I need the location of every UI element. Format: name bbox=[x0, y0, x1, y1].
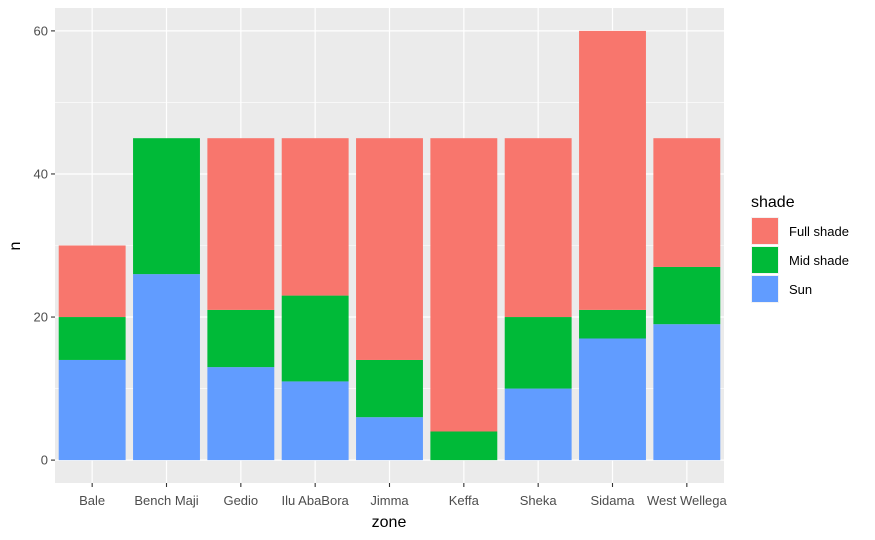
bar-full-shade bbox=[579, 30, 646, 310]
legend-label: Full shade bbox=[789, 224, 849, 239]
bar-mid-shade bbox=[653, 266, 721, 325]
bar-full-shade bbox=[281, 138, 349, 296]
y-tick-label: 60 bbox=[34, 23, 48, 38]
bar-full-shade bbox=[653, 138, 721, 267]
bar-mid-shade bbox=[356, 359, 423, 418]
legend: shade Full shade Mid shade Sun bbox=[751, 194, 849, 303]
bar-sun bbox=[579, 338, 646, 461]
legend-label: Mid shade bbox=[789, 253, 849, 268]
bar-mid-shade bbox=[430, 431, 498, 461]
legend-swatch bbox=[752, 276, 778, 302]
bar-sun bbox=[207, 367, 275, 461]
x-axis-title: zone bbox=[372, 514, 407, 531]
bar-mid-shade bbox=[58, 317, 126, 360]
x-axis: Bale Bench Maji Gedio Ilu AbaBora Jimma Keffa… bbox=[79, 483, 727, 508]
bar-sun bbox=[281, 381, 349, 461]
x-tick-label: Keffa bbox=[449, 493, 480, 508]
bar-full-shade bbox=[504, 138, 572, 318]
x-tick-label: Gedio bbox=[223, 493, 258, 508]
bar-sun bbox=[653, 324, 721, 461]
bar-full-shade bbox=[356, 138, 423, 360]
y-tick-label: 20 bbox=[34, 310, 48, 325]
bar-sun bbox=[504, 388, 572, 461]
x-tick-label: Bench Maji bbox=[134, 493, 198, 508]
bar-mid-shade bbox=[207, 309, 275, 368]
y-tick-label: 0 bbox=[41, 453, 48, 468]
bar-mid-shade bbox=[504, 317, 572, 389]
x-tick-label: Ilu AbaBora bbox=[282, 493, 350, 508]
x-tick-label: Sidama bbox=[590, 493, 635, 508]
bar-sun bbox=[58, 359, 126, 461]
bar-mid-shade bbox=[133, 138, 200, 275]
bar-full-shade bbox=[58, 245, 126, 318]
bar-full-shade bbox=[430, 138, 498, 432]
bar-mid-shade bbox=[281, 295, 349, 382]
legend-swatch bbox=[752, 247, 778, 273]
y-axis: 0 20 40 60 bbox=[34, 23, 55, 468]
y-axis-title: n bbox=[7, 242, 24, 251]
bar-full-shade bbox=[207, 138, 275, 310]
y-tick-label: 40 bbox=[34, 166, 48, 181]
legend-label: Sun bbox=[789, 282, 812, 297]
x-tick-label: West Wellega bbox=[647, 493, 727, 508]
legend-swatch bbox=[752, 218, 778, 244]
x-tick-label: Jimma bbox=[370, 493, 409, 508]
legend-title: shade bbox=[751, 194, 795, 211]
bars bbox=[58, 30, 721, 461]
x-tick-label: Bale bbox=[79, 493, 105, 508]
bar-sun bbox=[356, 417, 423, 461]
x-tick-label: Sheka bbox=[520, 493, 558, 508]
bar-sun bbox=[133, 274, 200, 461]
bar-mid-shade bbox=[579, 309, 646, 339]
